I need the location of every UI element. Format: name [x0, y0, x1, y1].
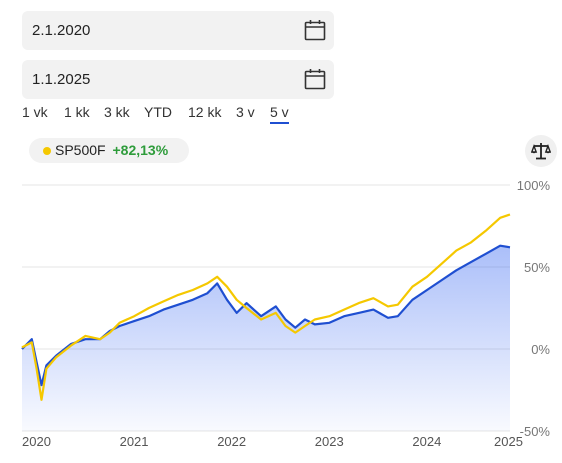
- series-change: +82,13%: [112, 142, 169, 158]
- range-1-month[interactable]: 1 kk: [64, 104, 90, 120]
- range-3-years[interactable]: 3 v: [236, 104, 255, 120]
- sp500f-line: [21, 213, 511, 401]
- calendar-icon[interactable]: [304, 19, 326, 41]
- end-date-field[interactable]: 1.1.2025: [22, 60, 334, 99]
- series-color-dot: [43, 147, 51, 155]
- x-tick-label: 2022: [217, 434, 246, 449]
- x-tick-label: 2023: [315, 434, 344, 449]
- range-3-months[interactable]: 3 kk: [104, 104, 130, 120]
- range-ytd[interactable]: YTD: [144, 104, 172, 120]
- comparison-area: [22, 245, 510, 431]
- price-chart[interactable]: 100% 50% 0% -50% 2020 2021 2022 2023 2024 2025: [0, 170, 562, 463]
- x-axis: 2020 2021 2022 2023 2024 2025: [22, 434, 523, 449]
- y-tick-label: 50%: [524, 260, 550, 275]
- range-5-years[interactable]: 5 v: [270, 104, 289, 124]
- series-name: SP500F: [55, 142, 106, 158]
- range-12-months[interactable]: 12 kk: [188, 104, 222, 120]
- x-tick-label: 2024: [412, 434, 441, 449]
- start-date-value: 2.1.2020: [32, 22, 91, 39]
- series-legend[interactable]: SP500F +82,13%: [29, 138, 189, 163]
- range-1-week[interactable]: 1 vk: [22, 104, 48, 120]
- y-tick-label: 0%: [531, 342, 550, 357]
- scale-icon: [531, 143, 551, 160]
- comparison-line: [21, 244, 511, 387]
- x-tick-label: 2025: [494, 434, 523, 449]
- y-axis: 100% 50% 0% -50%: [517, 178, 551, 439]
- y-tick-label: 100%: [517, 178, 551, 193]
- x-tick-label: 2021: [120, 434, 149, 449]
- compare-button[interactable]: [525, 135, 557, 167]
- calendar-icon[interactable]: [304, 68, 326, 90]
- x-tick-label: 2020: [22, 434, 51, 449]
- end-date-value: 1.1.2025: [32, 71, 91, 88]
- start-date-field[interactable]: 2.1.2020: [22, 11, 334, 50]
- y-tick-label: -50%: [520, 424, 551, 439]
